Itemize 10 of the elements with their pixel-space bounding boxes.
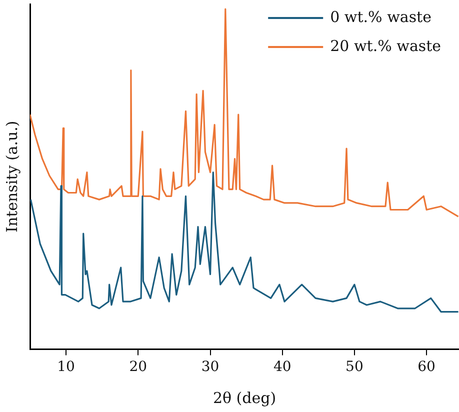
x-tick-label: 40 bbox=[273, 359, 292, 376]
x-tick-label: 10 bbox=[57, 359, 75, 376]
legend-label: 0 wt.% waste bbox=[330, 8, 432, 26]
x-tick-label: 60 bbox=[418, 359, 436, 376]
x-tick-label: 30 bbox=[201, 359, 220, 376]
x-axis-title: 2θ (deg) bbox=[212, 388, 276, 407]
x-tick-label: 50 bbox=[346, 359, 364, 376]
legend-label: 20 wt.% waste bbox=[330, 36, 442, 55]
x-tick-label: 20 bbox=[129, 359, 148, 376]
y-axis-title: Intensity (a.u.) bbox=[2, 120, 21, 232]
